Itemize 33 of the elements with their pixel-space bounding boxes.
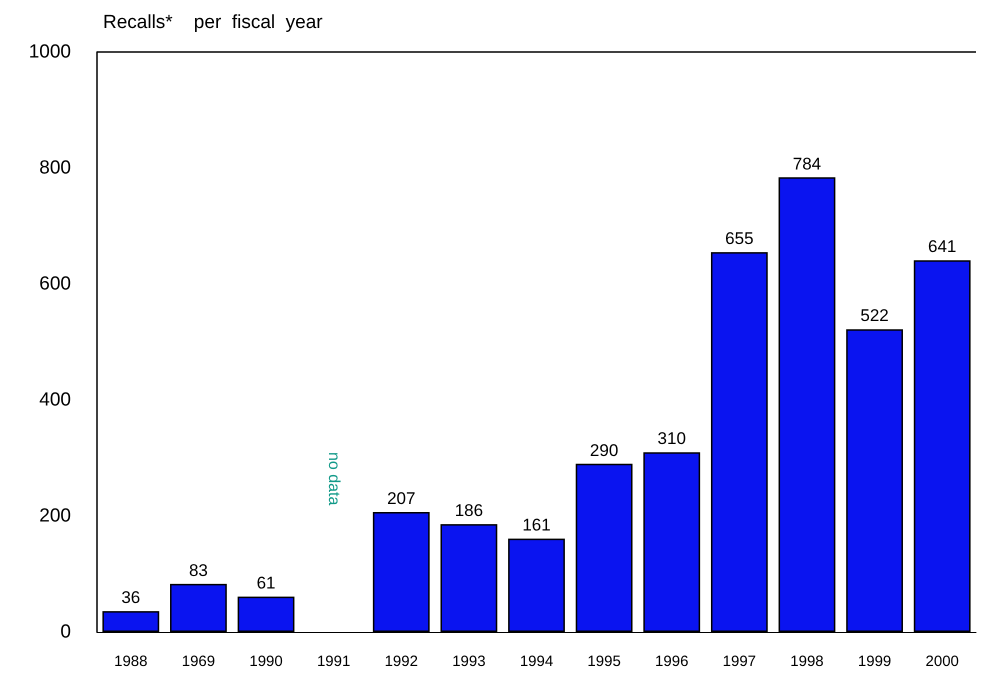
y-tick-label: 600 — [39, 274, 71, 294]
annotation: no data — [325, 452, 342, 506]
x-tick-label: 1992 — [384, 653, 418, 670]
data-label: 641 — [928, 237, 956, 256]
data-label: 784 — [792, 154, 822, 174]
data-label: 161 — [522, 516, 551, 535]
data-label: 522 — [860, 306, 889, 326]
chart-title: Recalls* per fiscal year — [103, 12, 324, 33]
y-tick-label: 800 — [39, 158, 71, 178]
x-tick-label: 2000 — [926, 653, 959, 670]
x-tick-label: 1993 — [452, 653, 486, 670]
x-tick-label: 1991 — [316, 653, 350, 670]
x-tick-label: 1988 — [114, 653, 148, 670]
data-label: 186 — [454, 501, 484, 520]
y-tick-label: 200 — [39, 506, 71, 526]
y-tick-label: 0 — [60, 622, 71, 642]
x-tick-label: 1997 — [722, 653, 756, 670]
x-tick-label: 1990 — [249, 653, 283, 670]
x-tick-label: 1998 — [790, 653, 824, 670]
data-label: 310 — [658, 429, 686, 448]
data-label: 207 — [387, 488, 416, 508]
x-tick-label: 1999 — [858, 653, 892, 670]
y-tick-label: 400 — [39, 390, 71, 410]
data-label: 83 — [188, 560, 208, 580]
x-tick-label: 1969 — [182, 653, 216, 670]
data-label: 36 — [121, 588, 140, 608]
data-label: 290 — [590, 440, 618, 460]
y-tick-label: 1000 — [28, 42, 71, 62]
data-label: 655 — [725, 229, 754, 248]
x-tick-label: 1995 — [587, 653, 621, 670]
x-tick-label: 1994 — [520, 653, 554, 670]
data-label: 61 — [256, 574, 276, 593]
x-tick-label: 1996 — [655, 653, 688, 670]
